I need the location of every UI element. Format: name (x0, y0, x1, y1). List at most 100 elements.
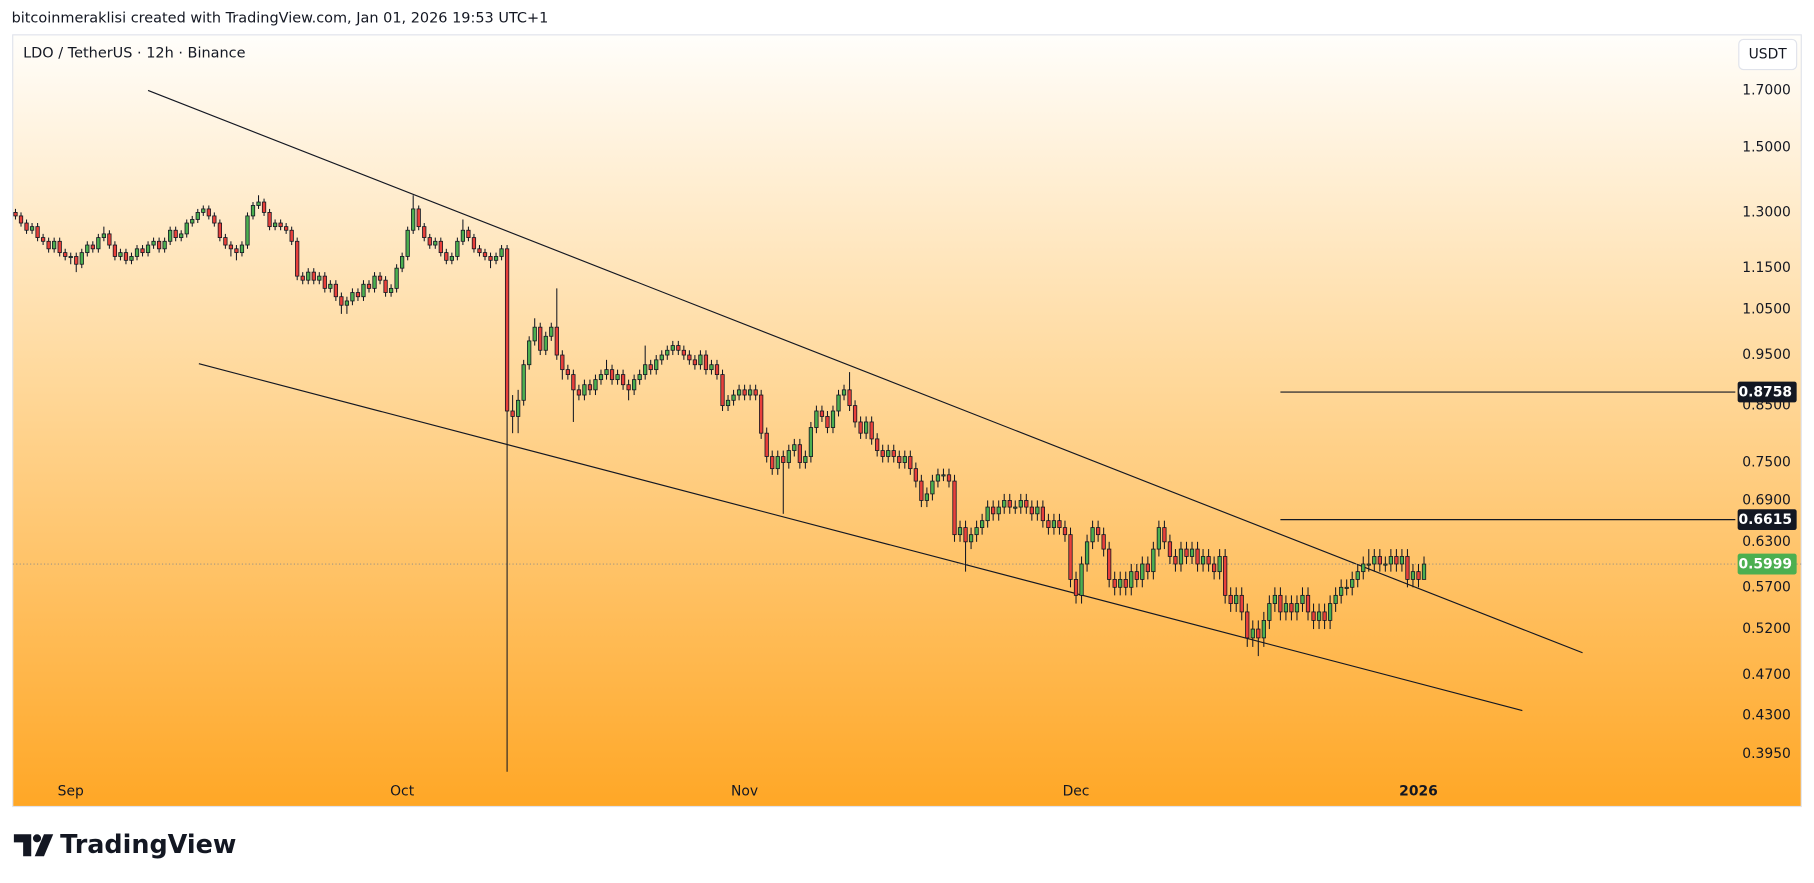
candle-body (427, 237, 432, 246)
candle-body (1372, 556, 1377, 565)
logo (13, 834, 54, 857)
candle-body (991, 506, 996, 515)
x-tick-label: Sep (58, 783, 84, 799)
candle-body (676, 345, 681, 351)
candle-body (587, 384, 593, 391)
plot (12, 89, 1802, 772)
y-tick-label: 1.1500 (1742, 260, 1791, 276)
candle-body (29, 226, 35, 231)
candle-body (543, 335, 548, 351)
candle-body (493, 256, 499, 261)
candle-body (803, 456, 808, 463)
candle-body (1123, 579, 1128, 588)
candle-body (919, 480, 924, 501)
candle-body (725, 399, 731, 407)
logo-mark (13, 834, 32, 857)
candle-body (1173, 556, 1178, 565)
candle-body (902, 456, 907, 463)
candle-body (643, 364, 648, 376)
candle-body (1272, 594, 1277, 604)
candle-body (267, 212, 272, 228)
y-tick-label: 1.5000 (1742, 139, 1791, 155)
candle-body (372, 275, 377, 289)
candle-body (322, 275, 327, 289)
candle-body (786, 450, 791, 463)
candle-body (383, 279, 388, 293)
candle-body (272, 222, 278, 228)
currency-button[interactable] (1738, 38, 1798, 71)
candle-body (792, 444, 797, 451)
candle-body (930, 480, 935, 495)
candle-body (151, 240, 156, 246)
candle-body (90, 244, 95, 250)
x-tick-label: Dec (1063, 783, 1090, 799)
candle-body (223, 237, 228, 246)
candle-body (438, 240, 443, 254)
candle-body (913, 468, 918, 482)
candle-body (571, 374, 576, 391)
candle-body (604, 369, 609, 376)
candle-body (1366, 563, 1371, 566)
candle-body (946, 474, 952, 482)
y-tick-label: 0.5200 (1742, 621, 1791, 637)
candle-body (1300, 594, 1305, 604)
candle-body (284, 226, 289, 231)
candle-body (830, 410, 836, 428)
candle-body (1283, 603, 1289, 613)
candle-body (1217, 556, 1222, 573)
candle-body (753, 389, 758, 396)
candle-body (289, 229, 294, 242)
candle-body (1051, 520, 1057, 529)
candle-body (1040, 506, 1045, 522)
currency: USDT (1749, 47, 1788, 63)
candle-body (891, 450, 896, 457)
candle-body (449, 256, 454, 261)
x-tick-label: Nov (731, 783, 758, 799)
candle-body (819, 410, 825, 417)
candle-body (1350, 579, 1355, 588)
candle-body (477, 248, 482, 254)
candle-body (1145, 563, 1150, 573)
y-tick-label: 0.4300 (1742, 707, 1791, 723)
trendline (198, 363, 1523, 712)
candle-body (1140, 563, 1145, 580)
candle-body (1211, 563, 1217, 573)
candle-body (162, 240, 167, 250)
candle-body (112, 244, 118, 257)
candle-body (63, 252, 68, 257)
x-tick-label: Oct (390, 783, 415, 799)
trendline (147, 89, 1583, 654)
candle-body (295, 240, 300, 277)
candle-body (173, 229, 178, 238)
candle-body (1416, 571, 1421, 580)
y-tick-label: 1.3000 (1742, 204, 1791, 220)
candle-body (190, 219, 195, 224)
candle-body (814, 410, 819, 428)
candle-body (698, 354, 703, 366)
candle-body (1250, 628, 1255, 639)
y-tick-label: 0.6900 (1742, 492, 1791, 508)
candle-body (609, 369, 615, 381)
candle-body (433, 240, 438, 246)
candle-body (626, 384, 631, 391)
candle-body (1068, 534, 1073, 580)
candle-body (632, 379, 637, 391)
candle-body (980, 520, 985, 529)
candle-body (18, 215, 24, 224)
price-label: 0.6615 (1738, 512, 1792, 528)
candle-body (637, 374, 642, 381)
candle-body (516, 399, 521, 417)
candle-body (1156, 527, 1161, 550)
candle-body (311, 271, 316, 281)
candle-body (388, 287, 394, 293)
candle-body (582, 384, 587, 396)
candle-body (1013, 506, 1018, 509)
candle-body (57, 240, 62, 254)
candle-body (1062, 527, 1068, 536)
candle-body (554, 326, 559, 356)
candle-body (400, 256, 405, 269)
candle-body (1200, 556, 1206, 565)
candle-body (1024, 500, 1029, 508)
candle-body (1184, 548, 1189, 557)
